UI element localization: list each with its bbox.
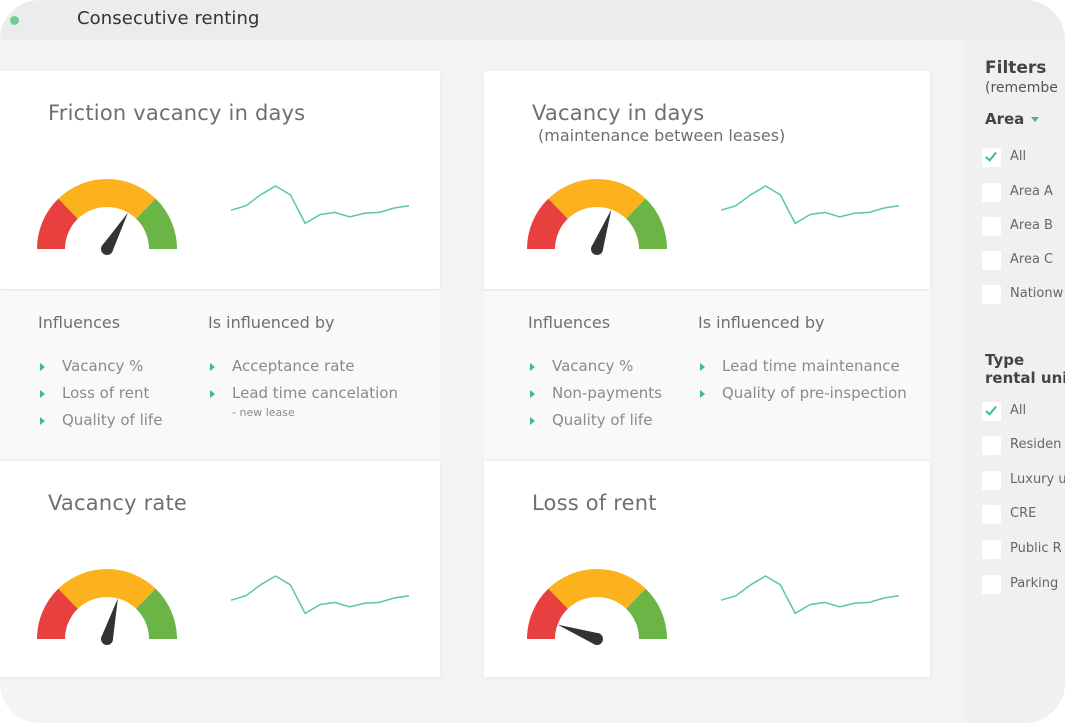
trend-sparkline — [720, 185, 900, 225]
influenced-by-heading: Is influenced by — [208, 313, 335, 332]
bullet-arrow-icon — [210, 390, 215, 398]
kpi-card-title: Loss of rent — [532, 491, 657, 515]
list-item[interactable]: Quality of life — [528, 407, 662, 434]
gauge-segment-yellow — [58, 179, 156, 219]
list-item[interactable]: Vacancy % — [38, 353, 162, 380]
kpi-card-friction-vacancy[interactable]: Friction vacancy in days — [0, 71, 440, 289]
gauge-segment-yellow — [548, 569, 646, 609]
gauge-chart — [527, 569, 667, 645]
list-item[interactable]: Loss of rent — [38, 380, 162, 407]
checkbox[interactable] — [982, 402, 1001, 421]
status-dot — [10, 16, 19, 25]
checkbox[interactable] — [982, 217, 1001, 236]
caret-down-icon[interactable] — [1031, 117, 1039, 122]
influenced-by-heading: Is influenced by — [698, 313, 825, 332]
list-item[interactable]: Acceptance rate — [208, 353, 398, 380]
filters-sidebar: Filters (remembe Area All Area A Area B … — [965, 40, 1065, 723]
title-bar: Consecutive renting — [0, 0, 1065, 40]
gauge-hub — [591, 243, 603, 255]
trend-sparkline — [720, 575, 900, 615]
gauge-hub — [591, 633, 603, 645]
page-title: Consecutive renting — [77, 8, 260, 29]
gauge-segment-yellow — [548, 179, 646, 219]
checkbox[interactable] — [982, 148, 1001, 167]
kpi-card-loss-of-rent[interactable]: Loss of rent — [484, 461, 930, 677]
bullet-arrow-icon — [530, 390, 535, 398]
influenced-by-list: Acceptance rate Lead time cancelation — [208, 353, 398, 407]
relations-panel-right: Influences Is influenced by Vacancy % No… — [484, 291, 930, 459]
bullet-arrow-icon — [530, 417, 535, 425]
checkbox[interactable] — [982, 436, 1001, 455]
bullet-arrow-icon — [40, 417, 45, 425]
checkbox[interactable] — [982, 183, 1001, 202]
influences-heading: Influences — [38, 313, 121, 332]
gauge-chart — [37, 179, 177, 255]
sparkline-path — [230, 185, 410, 225]
gauge-segment-red — [37, 588, 78, 639]
checkbox[interactable] — [982, 540, 1001, 559]
influences-heading: Influences — [528, 313, 611, 332]
gauge-hub — [101, 243, 113, 255]
list-note: - new lease — [232, 406, 295, 419]
gauge-segment-red — [527, 198, 568, 249]
checkbox[interactable] — [982, 471, 1001, 490]
kpi-card-title: Friction vacancy in days — [48, 101, 306, 125]
influenced-by-list: Lead time maintenance Quality of pre-ins… — [698, 353, 907, 407]
kpi-card-title: Vacancy rate — [48, 491, 188, 515]
gauge-segment-green — [626, 588, 667, 639]
checkbox[interactable] — [982, 505, 1001, 524]
area-filter-dropdown[interactable]: Area — [985, 110, 1025, 128]
gauge-chart — [37, 569, 177, 645]
list-item[interactable]: Quality of pre-inspection — [698, 380, 907, 407]
kpi-card-title: Vacancy in days — [532, 101, 705, 125]
type-filter-label: Type rental unit — [985, 351, 1065, 387]
gauge-needle — [101, 598, 118, 641]
gauge-segment-yellow — [58, 569, 156, 609]
trend-sparkline — [230, 575, 410, 615]
dashboard-main: Friction vacancy in days Vacancy in days… — [0, 40, 965, 723]
bullet-arrow-icon — [210, 363, 215, 371]
influences-list: Vacancy % Non-payments Quality of life — [528, 353, 662, 434]
sparkline-path — [720, 575, 900, 615]
gauge-hub — [101, 633, 113, 645]
checkbox[interactable] — [982, 285, 1001, 304]
list-item[interactable]: Lead time maintenance — [698, 353, 907, 380]
list-item[interactable]: Lead time cancelation — [208, 380, 398, 407]
bullet-arrow-icon — [40, 390, 45, 398]
list-item[interactable]: Quality of life — [38, 407, 162, 434]
bullet-arrow-icon — [700, 363, 705, 371]
filters-subtitle: (remembe — [985, 80, 1058, 96]
list-item[interactable]: Vacancy % — [528, 353, 662, 380]
trend-sparkline — [230, 185, 410, 225]
bullet-arrow-icon — [530, 363, 535, 371]
gauge-segment-green — [136, 198, 177, 249]
kpi-card-subtitle: (maintenance between leases) — [538, 126, 786, 145]
list-item[interactable]: Non-payments — [528, 380, 662, 407]
filters-title: Filters — [985, 58, 1047, 78]
gauge-segment-red — [527, 588, 568, 639]
gauge-needle — [557, 624, 600, 645]
kpi-card-vacancy-days[interactable]: Vacancy in days (maintenance between lea… — [484, 71, 930, 289]
influences-list: Vacancy % Loss of rent Quality of life — [38, 353, 162, 434]
sparkline-path — [720, 185, 900, 225]
gauge-needle — [591, 209, 612, 252]
sparkline-path — [230, 575, 410, 615]
gauge-chart — [527, 179, 667, 255]
gauge-segment-red — [37, 198, 78, 249]
checkbox[interactable] — [982, 251, 1001, 270]
gauge-segment-green — [626, 198, 667, 249]
checkbox[interactable] — [982, 575, 1001, 594]
gauge-needle — [101, 212, 128, 252]
relations-panel-left: Influences Is influenced by Vacancy % Lo… — [0, 291, 440, 459]
bullet-arrow-icon — [700, 390, 705, 398]
gauge-segment-green — [136, 588, 177, 639]
bullet-arrow-icon — [40, 363, 45, 371]
kpi-card-vacancy-rate[interactable]: Vacancy rate — [0, 461, 440, 677]
